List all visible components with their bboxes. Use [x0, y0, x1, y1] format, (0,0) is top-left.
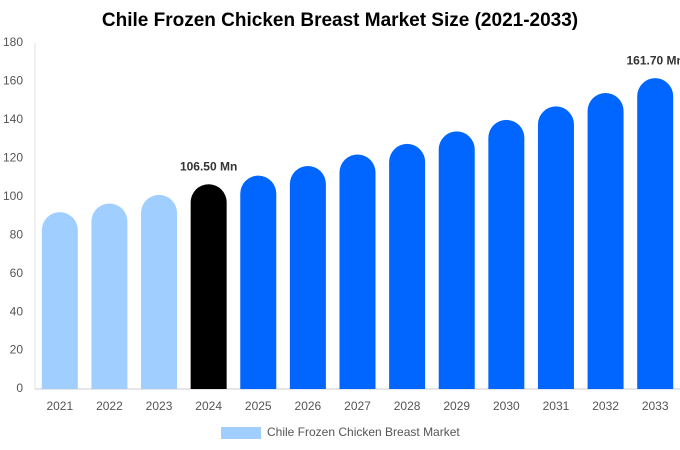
x-tick-label: 2033 — [642, 399, 669, 413]
bar — [190, 184, 227, 389]
bar — [488, 119, 525, 389]
x-tick-label: 2029 — [443, 399, 470, 413]
value-label: 106.50 Mn — [180, 159, 237, 173]
bar — [637, 78, 674, 389]
y-tick-label: 180 — [3, 35, 23, 49]
bar — [537, 106, 574, 389]
x-tick-label: 2032 — [592, 399, 619, 413]
y-tick-label: 160 — [3, 74, 23, 88]
x-tick-label: 2023 — [146, 399, 173, 413]
value-label: 161.70 Mn — [627, 53, 680, 67]
y-tick-label: 120 — [3, 151, 23, 165]
x-tick-label: 2030 — [493, 399, 520, 413]
bar — [240, 175, 277, 389]
legend-label: Chile Frozen Chicken Breast Market — [267, 425, 460, 439]
bar — [41, 212, 78, 389]
legend-swatch — [221, 427, 261, 439]
y-tick-label: 40 — [10, 304, 24, 318]
y-tick-label: 60 — [10, 266, 24, 280]
x-tick-label: 2028 — [394, 399, 421, 413]
x-tick-label: 2022 — [96, 399, 123, 413]
x-tick-label: 2027 — [344, 399, 371, 413]
x-tick-label: 2021 — [46, 399, 73, 413]
x-tick-label: 2024 — [195, 399, 222, 413]
x-tick-label: 2026 — [295, 399, 322, 413]
chart-title: Chile Frozen Chicken Breast Market Size … — [102, 10, 578, 31]
y-tick-label: 100 — [3, 189, 23, 203]
bar — [587, 92, 624, 389]
bar — [141, 194, 178, 389]
bar — [438, 131, 475, 389]
y-tick-label: 80 — [10, 227, 24, 241]
y-tick-label: 140 — [3, 112, 23, 126]
bar — [91, 203, 128, 389]
bar — [389, 143, 426, 389]
bar — [339, 154, 376, 389]
y-tick-label: 0 — [16, 381, 23, 395]
bar — [289, 166, 326, 389]
x-tick-label: 2025 — [245, 399, 272, 413]
y-tick-label: 20 — [10, 343, 24, 357]
x-tick-label: 2031 — [543, 399, 570, 413]
